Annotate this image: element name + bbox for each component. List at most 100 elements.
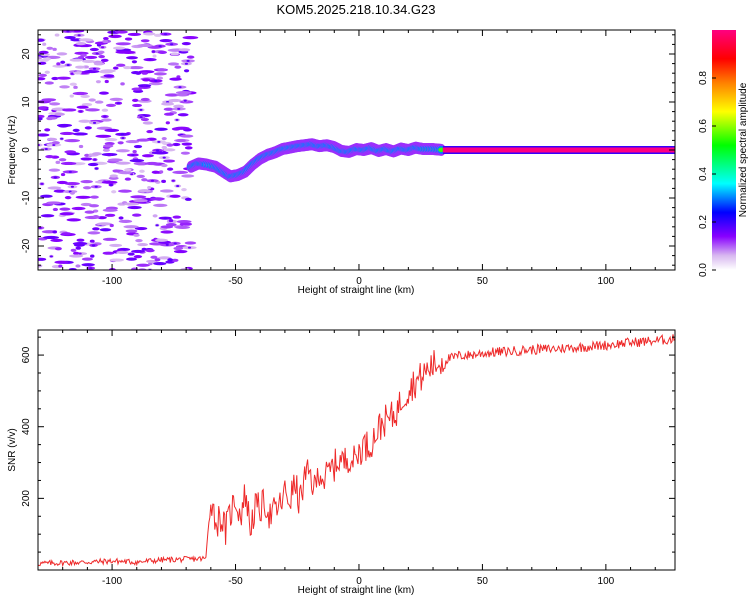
noise-speckle <box>78 144 84 149</box>
noise-speckle <box>168 218 174 223</box>
snr-frame <box>37 329 676 571</box>
noise-speckle-core <box>77 34 81 37</box>
noise-speckle <box>98 91 109 95</box>
noise-speckle <box>47 186 62 190</box>
noise-speckle <box>157 68 167 72</box>
noise-speckle <box>160 230 174 234</box>
noise-speckle <box>115 149 130 153</box>
noise-speckle <box>184 241 197 245</box>
noise-speckle <box>176 220 192 224</box>
noise-speckle <box>117 141 124 145</box>
colorbar-gradient <box>712 30 736 270</box>
noise-speckle <box>166 143 174 147</box>
noise-speckle <box>101 108 109 112</box>
noise-speckle <box>84 126 92 130</box>
noise-speckle <box>101 118 112 122</box>
noise-speckle <box>73 85 78 89</box>
noise-speckle <box>118 216 124 220</box>
x-tick-label: 100 <box>598 276 615 287</box>
noise-speckle <box>80 180 93 184</box>
noise-speckle <box>62 108 77 112</box>
noise-speckle-core <box>151 50 156 53</box>
noise-speckle-core <box>49 255 53 258</box>
noise-speckle <box>80 94 90 99</box>
noise-speckle-core <box>171 179 175 182</box>
noise-speckle <box>175 225 191 230</box>
noise-speckle <box>76 238 85 242</box>
noise-speckle-core <box>53 77 57 80</box>
noise-speckle <box>38 133 50 137</box>
figure-title: KOM5.2025.218.10.34.G23 <box>276 2 435 17</box>
noise-speckle <box>38 50 49 54</box>
noise-speckle-core <box>168 258 172 261</box>
noise-speckle <box>60 161 77 166</box>
noise-speckle <box>61 232 72 236</box>
noise-speckle-core <box>163 33 168 36</box>
noise-speckle-core <box>170 43 174 46</box>
noise-speckle <box>52 207 59 212</box>
noise-speckle <box>163 112 175 116</box>
noise-speckle <box>56 52 68 56</box>
snr-x-ticks: -100 -50 0 50 100 <box>37 330 656 587</box>
noise-speckle <box>88 204 100 208</box>
noise-speckle <box>38 38 45 42</box>
noise-speckle-core <box>148 58 152 61</box>
noise-speckle-core <box>68 36 72 39</box>
noise-speckle-core <box>175 118 179 121</box>
noise-speckle <box>152 54 157 58</box>
noise-speckle <box>153 203 168 207</box>
noise-speckle <box>71 206 86 211</box>
x-tick-label: -100 <box>102 576 122 587</box>
noise-speckle <box>157 256 171 260</box>
noise-speckle <box>49 102 61 106</box>
noise-speckle <box>38 58 49 63</box>
noise-speckle <box>131 249 145 254</box>
snr-ylabel: SNR (v/v) <box>7 428 18 471</box>
noise-speckle <box>177 113 189 117</box>
noise-speckle <box>104 213 116 217</box>
colorbar: 0.0 0.2 0.4 0.6 0.8 Normalized spectral ampl… <box>698 30 749 277</box>
noise-speckle <box>76 105 89 109</box>
noise-speckle-core <box>132 206 137 209</box>
noise-speckle-core <box>168 168 172 171</box>
y-tick-label: -10 <box>21 190 32 205</box>
noise-speckle <box>133 233 140 237</box>
noise-speckle <box>85 108 100 112</box>
noise-speckle <box>100 69 116 73</box>
noise-speckle <box>138 189 152 193</box>
noise-speckle <box>96 222 112 226</box>
noise-speckle <box>145 248 155 253</box>
noise-speckle <box>175 91 192 95</box>
noise-speckle <box>82 59 96 63</box>
noise-speckle <box>104 79 109 84</box>
noise-speckle-core <box>150 179 155 182</box>
noise-speckle <box>72 91 89 96</box>
noise-speckle-core <box>146 198 150 201</box>
noise-speckle <box>140 97 150 102</box>
noise-speckle <box>51 141 60 145</box>
noise-speckle <box>144 161 160 166</box>
noise-speckle <box>165 223 177 227</box>
noise-speckle <box>92 227 100 231</box>
noise-speckle <box>45 155 54 159</box>
noise-speckle <box>38 73 47 77</box>
noise-speckle <box>120 82 125 86</box>
noise-speckle-core <box>121 137 125 140</box>
noise-speckle <box>38 257 47 261</box>
y-tick-label: 400 <box>21 418 32 435</box>
snr-panel: -100 -50 0 50 100 200 400 600 Height of straig… <box>7 329 676 596</box>
noise-speckle-core <box>186 59 190 62</box>
noise-speckle-core <box>52 143 56 146</box>
noise-speckle-core <box>177 107 181 110</box>
noise-speckle <box>118 219 133 223</box>
noise-speckle <box>102 251 115 255</box>
noise-speckle <box>89 47 99 52</box>
noise-speckle <box>136 138 150 142</box>
colorbar-tick-label: 0.6 <box>698 119 709 133</box>
noise-speckle <box>102 148 110 152</box>
noise-speckle <box>58 158 67 162</box>
noise-speckle <box>75 65 86 69</box>
noise-speckle <box>116 63 126 67</box>
